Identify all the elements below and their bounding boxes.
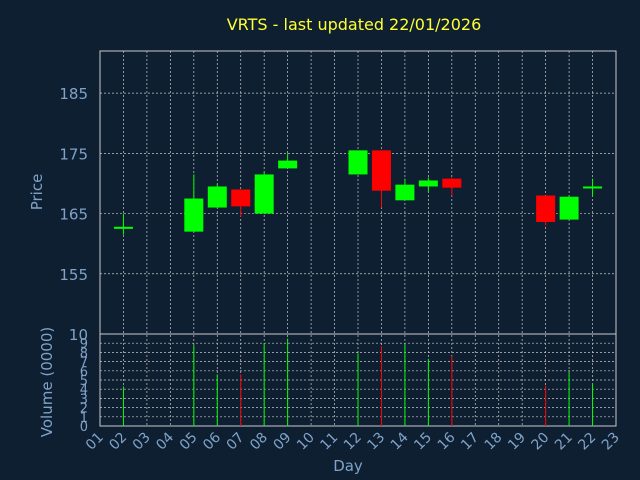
volume-tick-label: 7 xyxy=(80,356,88,371)
day-tick-label: 09 xyxy=(271,430,295,454)
candle-body xyxy=(442,178,462,188)
candle-body xyxy=(348,150,368,175)
chart-title: VRTS - last updated 22/01/2026 xyxy=(227,15,482,34)
volume-tick-label: 6 xyxy=(80,365,88,380)
candle-body xyxy=(231,189,251,207)
day-tick-label: 12 xyxy=(341,430,365,454)
volume-tick-label: 9 xyxy=(80,337,88,352)
day-tick-label: 21 xyxy=(552,430,576,454)
volume-tick-label: 5 xyxy=(80,374,88,389)
candle-body xyxy=(418,180,438,187)
x-axis-label: Day xyxy=(333,457,363,475)
volume-tick-label: 1 xyxy=(80,411,88,426)
day-tick-label: 23 xyxy=(599,430,623,454)
day-tick-label: 03 xyxy=(130,430,154,454)
day-tick-label: 04 xyxy=(153,429,177,453)
day-tick-label: 11 xyxy=(317,430,341,454)
candle-body xyxy=(254,174,274,214)
day-tick-label: 08 xyxy=(247,430,271,454)
day-tick-label: 16 xyxy=(435,429,459,453)
day-tick-label: 13 xyxy=(364,430,388,454)
volume-tick-label: 10 xyxy=(69,326,88,344)
price-tick-label: 155 xyxy=(59,266,88,284)
candle-body xyxy=(184,198,204,232)
candle-body xyxy=(583,186,603,189)
day-tick-label: 15 xyxy=(411,430,435,454)
day-tick-label: 07 xyxy=(224,430,248,454)
candle-body xyxy=(559,196,579,220)
day-tick-label: 14 xyxy=(388,429,412,453)
day-tick-label: 10 xyxy=(294,430,318,454)
volume-tick-label: 4 xyxy=(80,383,88,398)
candle-body xyxy=(113,226,133,229)
day-tick-label: 18 xyxy=(482,430,506,454)
candle-body xyxy=(278,160,298,169)
candle-body xyxy=(536,195,556,223)
price-tick-label: 185 xyxy=(59,85,88,103)
volume-tick-label: 8 xyxy=(80,346,88,361)
day-tick-label: 19 xyxy=(505,430,529,454)
volume-axis-label: Volume (0000) xyxy=(38,327,56,437)
day-tick-label: 22 xyxy=(575,430,599,454)
day-tick-label: 02 xyxy=(106,430,130,454)
price-tick-label: 165 xyxy=(59,206,88,224)
day-tick-label: 05 xyxy=(177,430,201,454)
candle-body xyxy=(371,150,391,191)
candle-body xyxy=(395,184,415,201)
volume-tick-label: 2 xyxy=(80,402,88,417)
day-tick-label: 17 xyxy=(458,430,482,454)
day-tick-label: 20 xyxy=(529,430,553,454)
day-tick-label: 06 xyxy=(200,429,224,453)
price-axis-label: Price xyxy=(28,174,46,211)
volume-tick-label: 3 xyxy=(80,392,88,407)
price-tick-label: 175 xyxy=(59,145,88,163)
candle-body xyxy=(207,186,227,208)
volume-tick-label: 0 xyxy=(80,420,88,435)
